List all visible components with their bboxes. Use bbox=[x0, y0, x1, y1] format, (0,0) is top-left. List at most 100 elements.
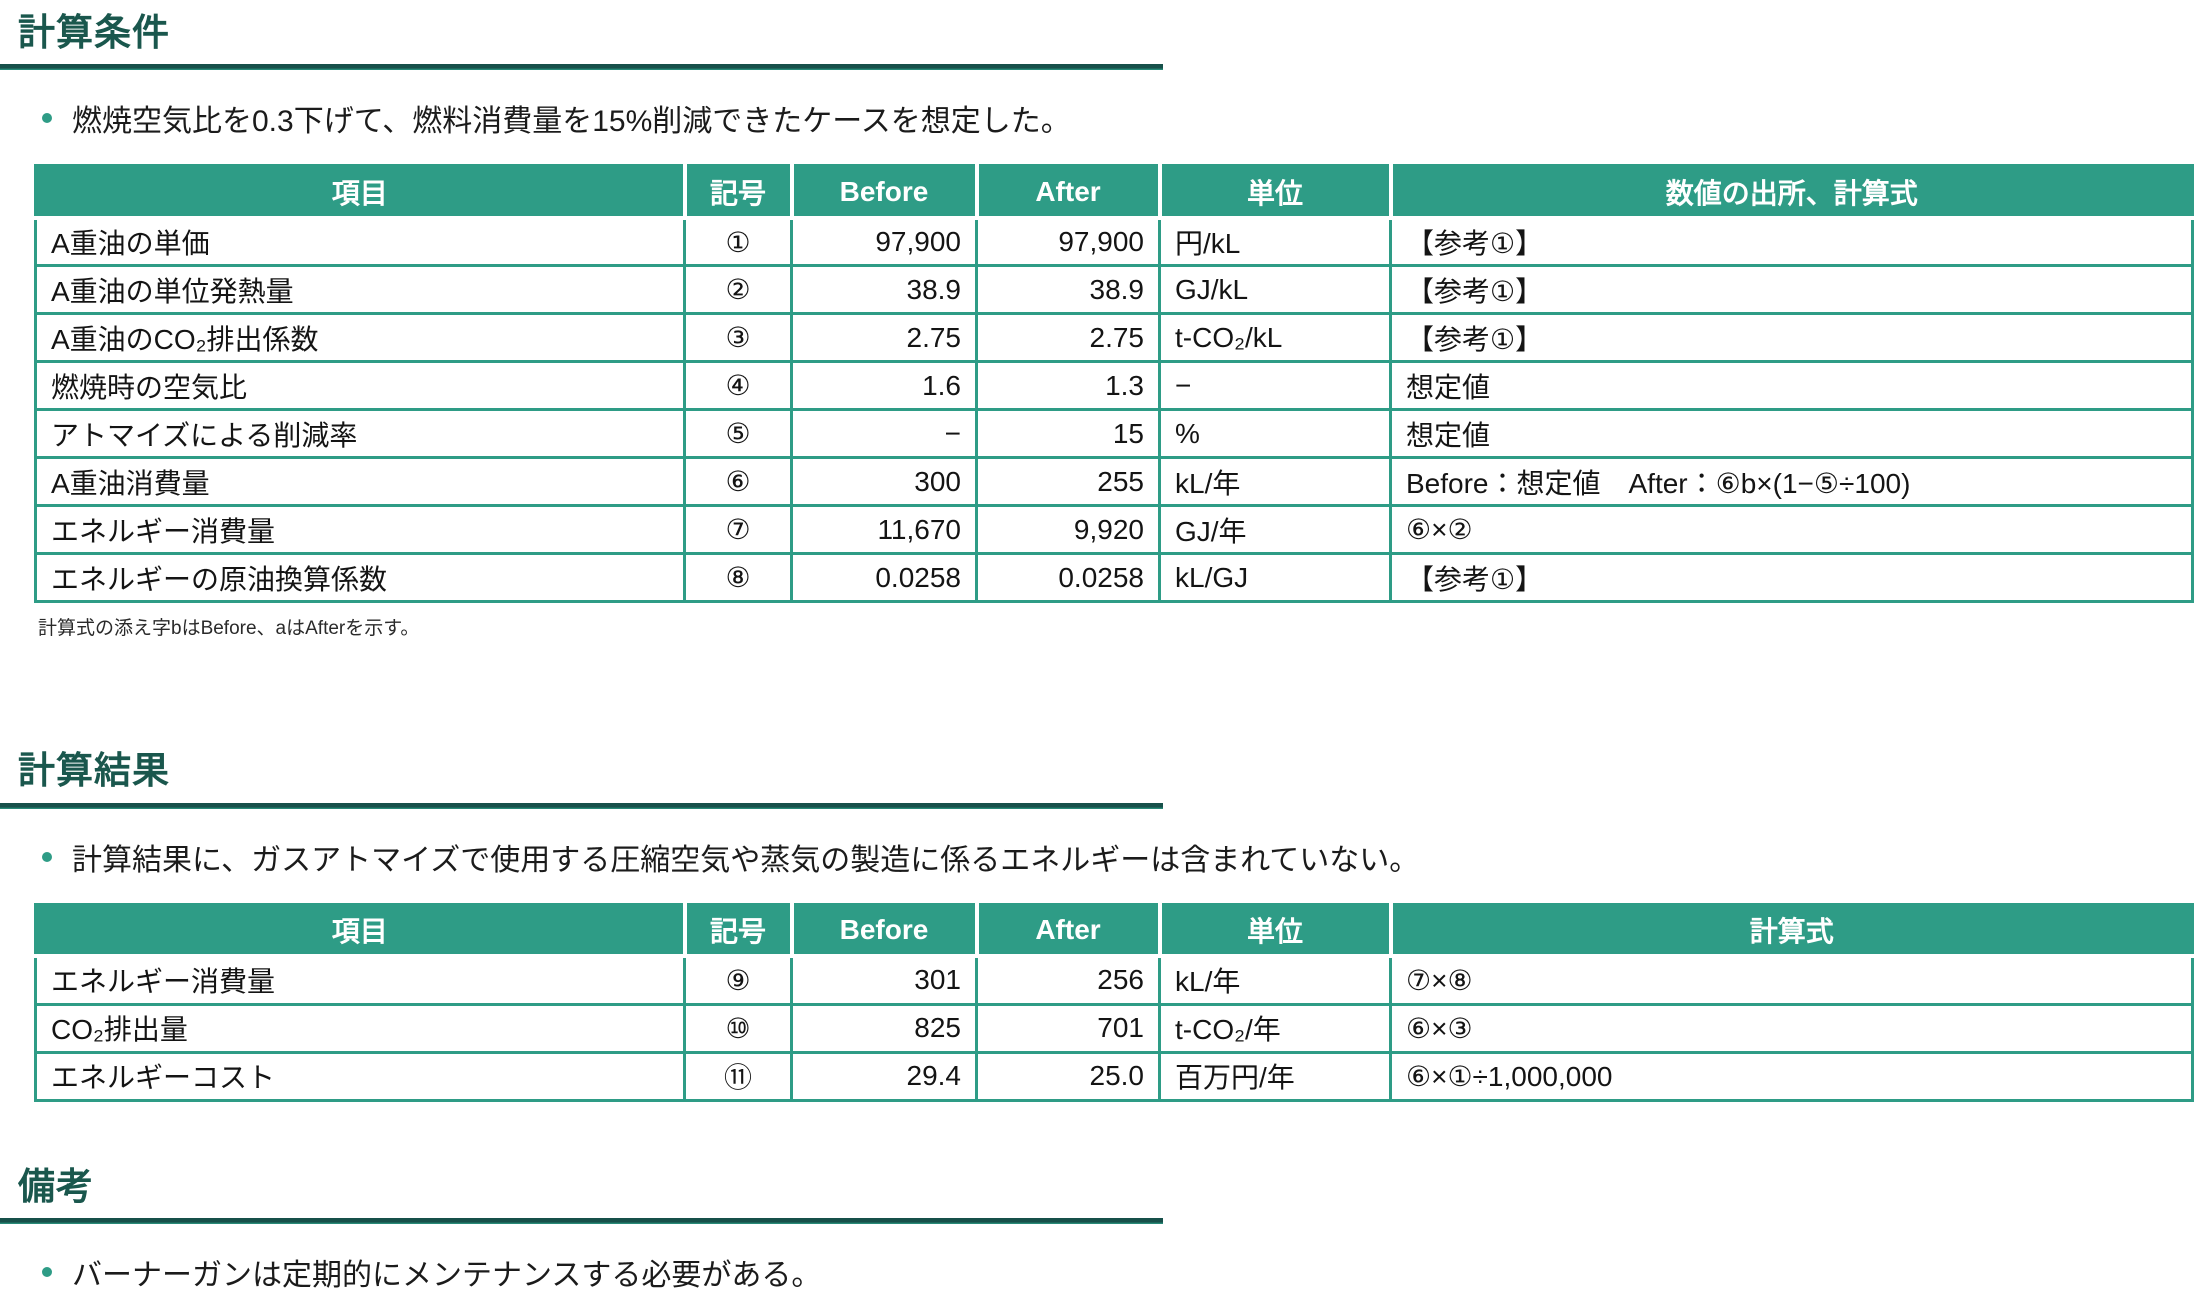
before-cell: 11,670 bbox=[790, 504, 978, 556]
table-footnote: 計算式の添え字bはBefore、aはAfterを示す。 bbox=[38, 618, 420, 640]
col-header-after: After bbox=[974, 904, 1160, 958]
unit-cell: t-CO₂/kL bbox=[1158, 312, 1392, 364]
before-cell: 1.6 bbox=[790, 360, 978, 412]
after-cell: 97,900 bbox=[975, 216, 1161, 268]
unit-cell: − bbox=[1158, 360, 1392, 412]
item-cell: A重油のCO₂排出係数 bbox=[34, 312, 686, 364]
table-row: アトマイズによる削減率 ⑤ − 15 % 想定値 bbox=[34, 408, 2194, 460]
item-cell: アトマイズによる削減率 bbox=[34, 408, 686, 460]
item-cell: エネルギー消費量 bbox=[34, 504, 686, 556]
results-bullet-text: 計算結果に、ガスアトマイズで使用する圧縮空気や蒸気の製造に係るエネルギーは含まれ… bbox=[72, 843, 1420, 877]
before-cell: 38.9 bbox=[790, 264, 978, 316]
item-cell: エネルギー消費量 bbox=[34, 954, 686, 1006]
before-cell: 97,900 bbox=[790, 216, 978, 268]
item-cell: 燃焼時の空気比 bbox=[34, 360, 686, 412]
symbol-cell: ⑪ bbox=[683, 1050, 793, 1102]
after-cell: 2.75 bbox=[975, 312, 1161, 364]
remarks-bullet: バーナーガンは定期的にメンテナンスする必要がある。 bbox=[42, 1250, 2200, 1294]
col-header-item: 項目 bbox=[35, 165, 685, 220]
col-header-before: Before bbox=[789, 165, 977, 220]
section-results: 計算結果 計算結果に、ガスアトマイズで使用する圧縮空気や蒸気の製造に係るエネルギ… bbox=[0, 748, 2200, 1102]
title-underline bbox=[0, 64, 1163, 71]
unit-cell: 百万円/年 bbox=[1158, 1050, 1392, 1102]
item-cell: エネルギーの原油換算係数 bbox=[34, 552, 686, 604]
symbol-cell: ④ bbox=[683, 360, 793, 412]
table-row: A重油消費量 ⑥ 300 255 kL/年 Before：想定値 After：⑥… bbox=[34, 456, 2194, 508]
symbol-cell: ② bbox=[683, 264, 793, 316]
before-cell: 825 bbox=[790, 1002, 978, 1054]
col-header-unit: 単位 bbox=[1157, 904, 1391, 958]
before-cell: 300 bbox=[790, 456, 978, 508]
symbol-cell: ⑤ bbox=[683, 408, 793, 460]
after-cell: 15 bbox=[975, 408, 1161, 460]
section-conditions: 計算条件 燃焼空気比を0.3下げて、燃料消費量を15%削減できたケースを想定した… bbox=[0, 10, 2200, 640]
table-row: A重油のCO₂排出係数 ③ 2.75 2.75 t-CO₂/kL 【参考①】 bbox=[34, 312, 2194, 364]
item-cell: A重油の単位発熱量 bbox=[34, 264, 686, 316]
symbol-cell: ⑦ bbox=[683, 504, 793, 556]
unit-cell: GJ/kL bbox=[1158, 264, 1392, 316]
table-row: エネルギー消費量 ⑦ 11,670 9,920 GJ/年 ⑥×② bbox=[34, 504, 2194, 556]
title-underline bbox=[0, 802, 1163, 809]
after-cell: 255 bbox=[975, 456, 1161, 508]
section-title-results: 計算結果 bbox=[18, 750, 170, 792]
source-cell: 【参考①】 bbox=[1389, 552, 2194, 604]
table-row: A重油の単位発熱量 ② 38.9 38.9 GJ/kL 【参考①】 bbox=[34, 264, 2194, 316]
table-row: CO₂排出量 ⑩ 825 701 t-CO₂/年 ⑥×③ bbox=[34, 1002, 2194, 1054]
col-header-source: 数値の出所、計算式 bbox=[1388, 165, 2193, 220]
section-remarks: 備考 バーナーガンは定期的にメンテナンスする必要がある。 bbox=[0, 1164, 2200, 1294]
col-header-item: 項目 bbox=[35, 904, 685, 958]
table-row: 燃焼時の空気比 ④ 1.6 1.3 − 想定値 bbox=[34, 360, 2194, 412]
before-cell: − bbox=[790, 408, 978, 460]
conditions-table: 項目 記号 Before After 単位 数値の出所、計算式 A重油の単価 ①… bbox=[34, 164, 2194, 604]
before-cell: 2.75 bbox=[790, 312, 978, 364]
formula-cell: ⑥×①÷1,000,000 bbox=[1389, 1050, 2194, 1102]
conditions-table-header: 項目 記号 Before After 単位 数値の出所、計算式 bbox=[35, 165, 2193, 220]
title-underline bbox=[0, 1217, 1163, 1224]
unit-cell: 円/kL bbox=[1158, 216, 1392, 268]
symbol-cell: ① bbox=[683, 216, 793, 268]
symbol-cell: ⑧ bbox=[683, 552, 793, 604]
before-cell: 301 bbox=[790, 954, 978, 1006]
before-cell: 0.0258 bbox=[790, 552, 978, 604]
section-title-conditions: 計算条件 bbox=[18, 12, 170, 53]
table-row: エネルギーの原油換算係数 ⑧ 0.0258 0.0258 kL/GJ 【参考①】 bbox=[34, 552, 2194, 604]
remarks-bullet-text: バーナーガンは定期的にメンテナンスする必要がある。 bbox=[72, 1258, 822, 1292]
table-row: エネルギーコスト ⑪ 29.4 25.0 百万円/年 ⑥×①÷1,000,000 bbox=[34, 1050, 2194, 1102]
symbol-cell: ⑨ bbox=[683, 954, 793, 1006]
col-header-formula: 計算式 bbox=[1388, 904, 2193, 958]
unit-cell: % bbox=[1158, 408, 1392, 460]
item-cell: CO₂排出量 bbox=[34, 1002, 686, 1054]
symbol-cell: ⑥ bbox=[683, 456, 793, 508]
bullet-dot-icon bbox=[42, 113, 52, 124]
unit-cell: kL/GJ bbox=[1158, 552, 1392, 604]
after-cell: 0.0258 bbox=[975, 552, 1161, 604]
source-cell: 【参考①】 bbox=[1389, 216, 2194, 268]
symbol-cell: ⑩ bbox=[683, 1002, 793, 1054]
after-cell: 256 bbox=[975, 954, 1161, 1006]
unit-cell: GJ/年 bbox=[1158, 504, 1392, 556]
results-table: 項目 記号 Before After 単位 計算式 エネルギー消費量 ⑨ 301… bbox=[34, 902, 2194, 1102]
source-cell: 想定値 bbox=[1389, 360, 2194, 412]
source-cell: 【参考①】 bbox=[1389, 264, 2194, 316]
formula-cell: ⑥×③ bbox=[1389, 1002, 2194, 1054]
item-cell: A重油の単価 bbox=[34, 216, 686, 268]
item-cell: エネルギーコスト bbox=[34, 1050, 686, 1102]
after-cell: 25.0 bbox=[975, 1050, 1161, 1102]
after-cell: 9,920 bbox=[975, 504, 1161, 556]
unit-cell: kL/年 bbox=[1158, 456, 1392, 508]
conditions-bullet: 燃焼空気比を0.3下げて、燃料消費量を15%削減できたケースを想定した。 bbox=[42, 96, 2200, 140]
formula-cell: ⑦×⑧ bbox=[1389, 954, 2194, 1006]
after-cell: 701 bbox=[975, 1002, 1161, 1054]
col-header-symbol: 記号 bbox=[682, 904, 792, 958]
section-title-remarks: 備考 bbox=[18, 1165, 94, 1207]
item-cell: A重油消費量 bbox=[34, 456, 686, 508]
source-cell: 【参考①】 bbox=[1389, 312, 2194, 364]
symbol-cell: ③ bbox=[683, 312, 793, 364]
table-row: エネルギー消費量 ⑨ 301 256 kL/年 ⑦×⑧ bbox=[34, 954, 2194, 1006]
results-table-header: 項目 記号 Before After 単位 計算式 bbox=[35, 904, 2193, 958]
after-cell: 38.9 bbox=[975, 264, 1161, 316]
source-cell: Before：想定値 After：⑥b×(1−⑤÷100) bbox=[1389, 456, 2194, 508]
bullet-dot-icon bbox=[42, 1266, 52, 1277]
col-header-unit: 単位 bbox=[1157, 165, 1391, 220]
